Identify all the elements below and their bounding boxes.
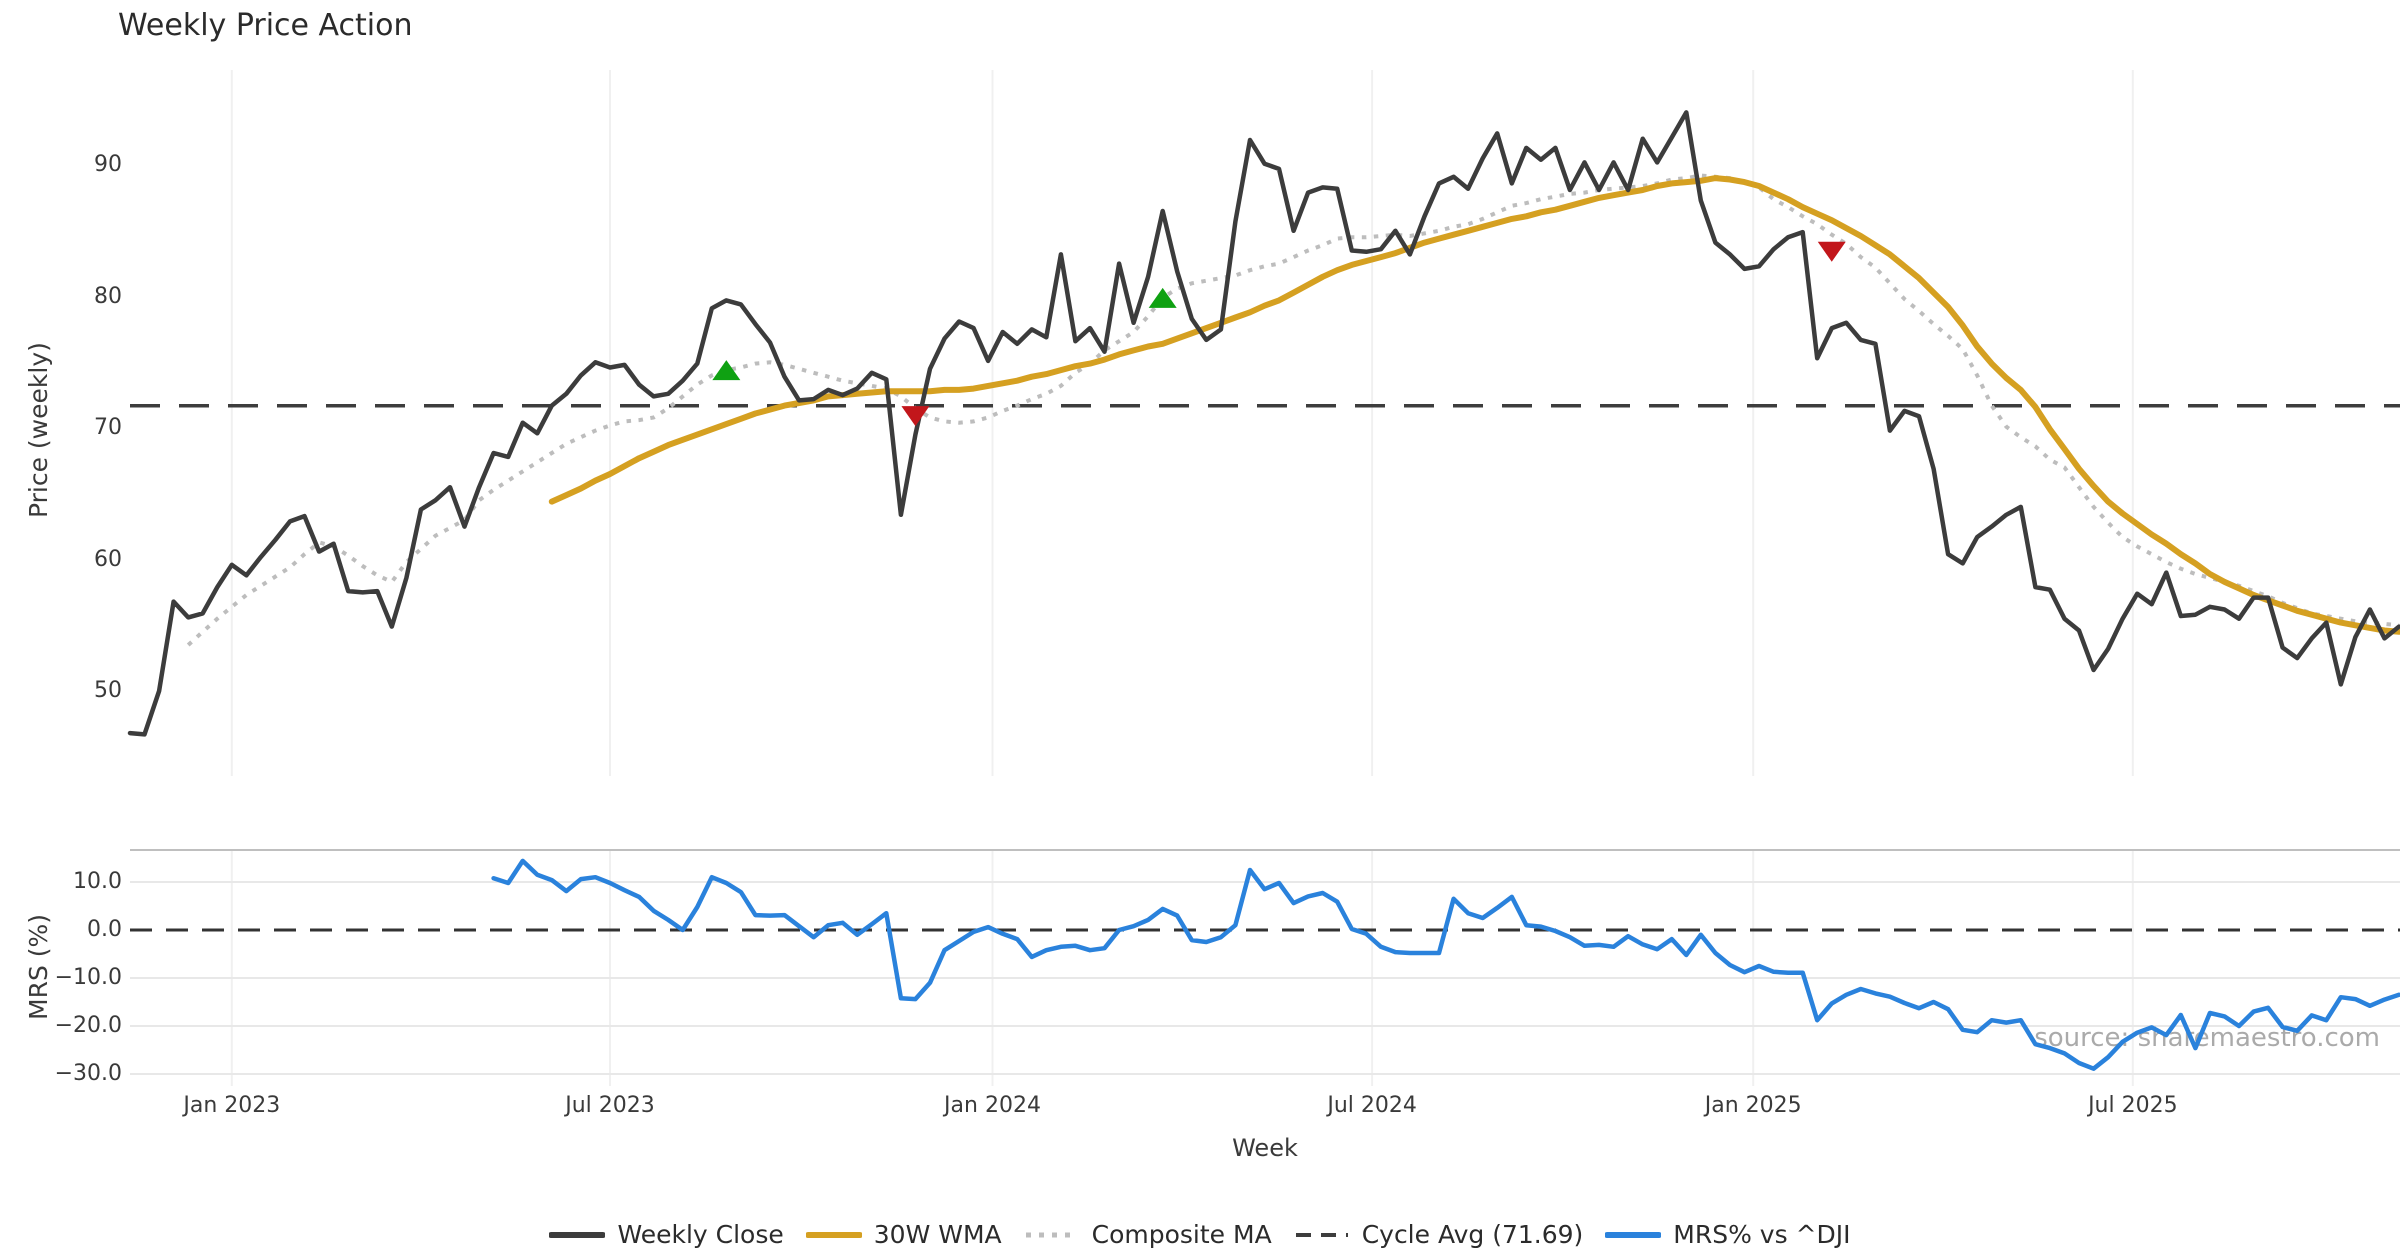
composite-swatch-icon <box>1025 1232 1078 1237</box>
x-tick-label: Jul 2024 <box>1327 1093 1417 1118</box>
sell-signal-marker-icon <box>1817 241 1846 262</box>
x-tick-label: Jul 2025 <box>2088 1093 2178 1118</box>
price-ytick-label: 90 <box>94 152 122 177</box>
x-tick-label: Jan 2024 <box>944 1093 1041 1118</box>
mrs-ytick-label: −30.0 <box>54 1061 122 1086</box>
legend-item-weekly-close: Weekly Close <box>549 1220 784 1249</box>
buy-signal-marker-icon <box>1148 287 1177 308</box>
weekly-close-swatch-icon <box>549 1231 606 1238</box>
price-ytick-label: 50 <box>94 678 122 703</box>
legend-item-30w-wma: 30W WMA <box>805 1220 1002 1249</box>
legend: Weekly Close 30W WMA Composite MA Cycle … <box>0 1220 2400 1249</box>
x-tick-label: Jul 2023 <box>565 1093 655 1118</box>
legend-label: 30W WMA <box>873 1220 1002 1249</box>
legend-item-composite-ma: Composite MA <box>1024 1220 1272 1249</box>
mrs-line <box>491 858 2400 1071</box>
composite-ma-line <box>186 173 2400 647</box>
mrs-ytick-label: 10.0 <box>73 869 122 894</box>
source-watermark: source: sharemaestro.com <box>2034 1023 2380 1053</box>
legend-label: MRS% vs ^DJI <box>1673 1220 1851 1249</box>
mrs-ytick-label: −20.0 <box>54 1013 122 1038</box>
mrs-ytick-label: −10.0 <box>54 965 122 990</box>
sell-signal-marker-icon <box>901 406 930 427</box>
price-ytick-label: 80 <box>94 283 122 309</box>
x-tick-label: Jan 2025 <box>1704 1093 1802 1118</box>
wma-line <box>548 175 2400 635</box>
legend-label: Cycle Avg (71.69) <box>1361 1220 1584 1249</box>
buy-signal-marker-icon <box>712 360 741 381</box>
legend-item-mrs: MRS% vs ^DJI <box>1605 1220 1851 1249</box>
price-ytick-label: 70 <box>94 415 122 440</box>
chart-title: Weekly Price Action <box>118 8 413 43</box>
cycle-avg-swatch-icon <box>1295 1232 1348 1237</box>
x-tick-label: Jan 2023 <box>183 1093 281 1118</box>
wma-swatch-icon <box>805 1231 862 1238</box>
price-ytick-label: 60 <box>94 546 122 572</box>
mrs-swatch-icon <box>1605 1231 1662 1238</box>
weekly-close-line <box>127 110 2400 737</box>
legend-label: Composite MA <box>1091 1220 1272 1249</box>
mrs-ytick-label: 0.0 <box>87 917 122 942</box>
legend-item-cycle-avg: Cycle Avg (71.69) <box>1294 1220 1584 1249</box>
legend-label: Weekly Close <box>617 1220 784 1249</box>
x-axis-label: Week <box>1232 1134 1298 1162</box>
